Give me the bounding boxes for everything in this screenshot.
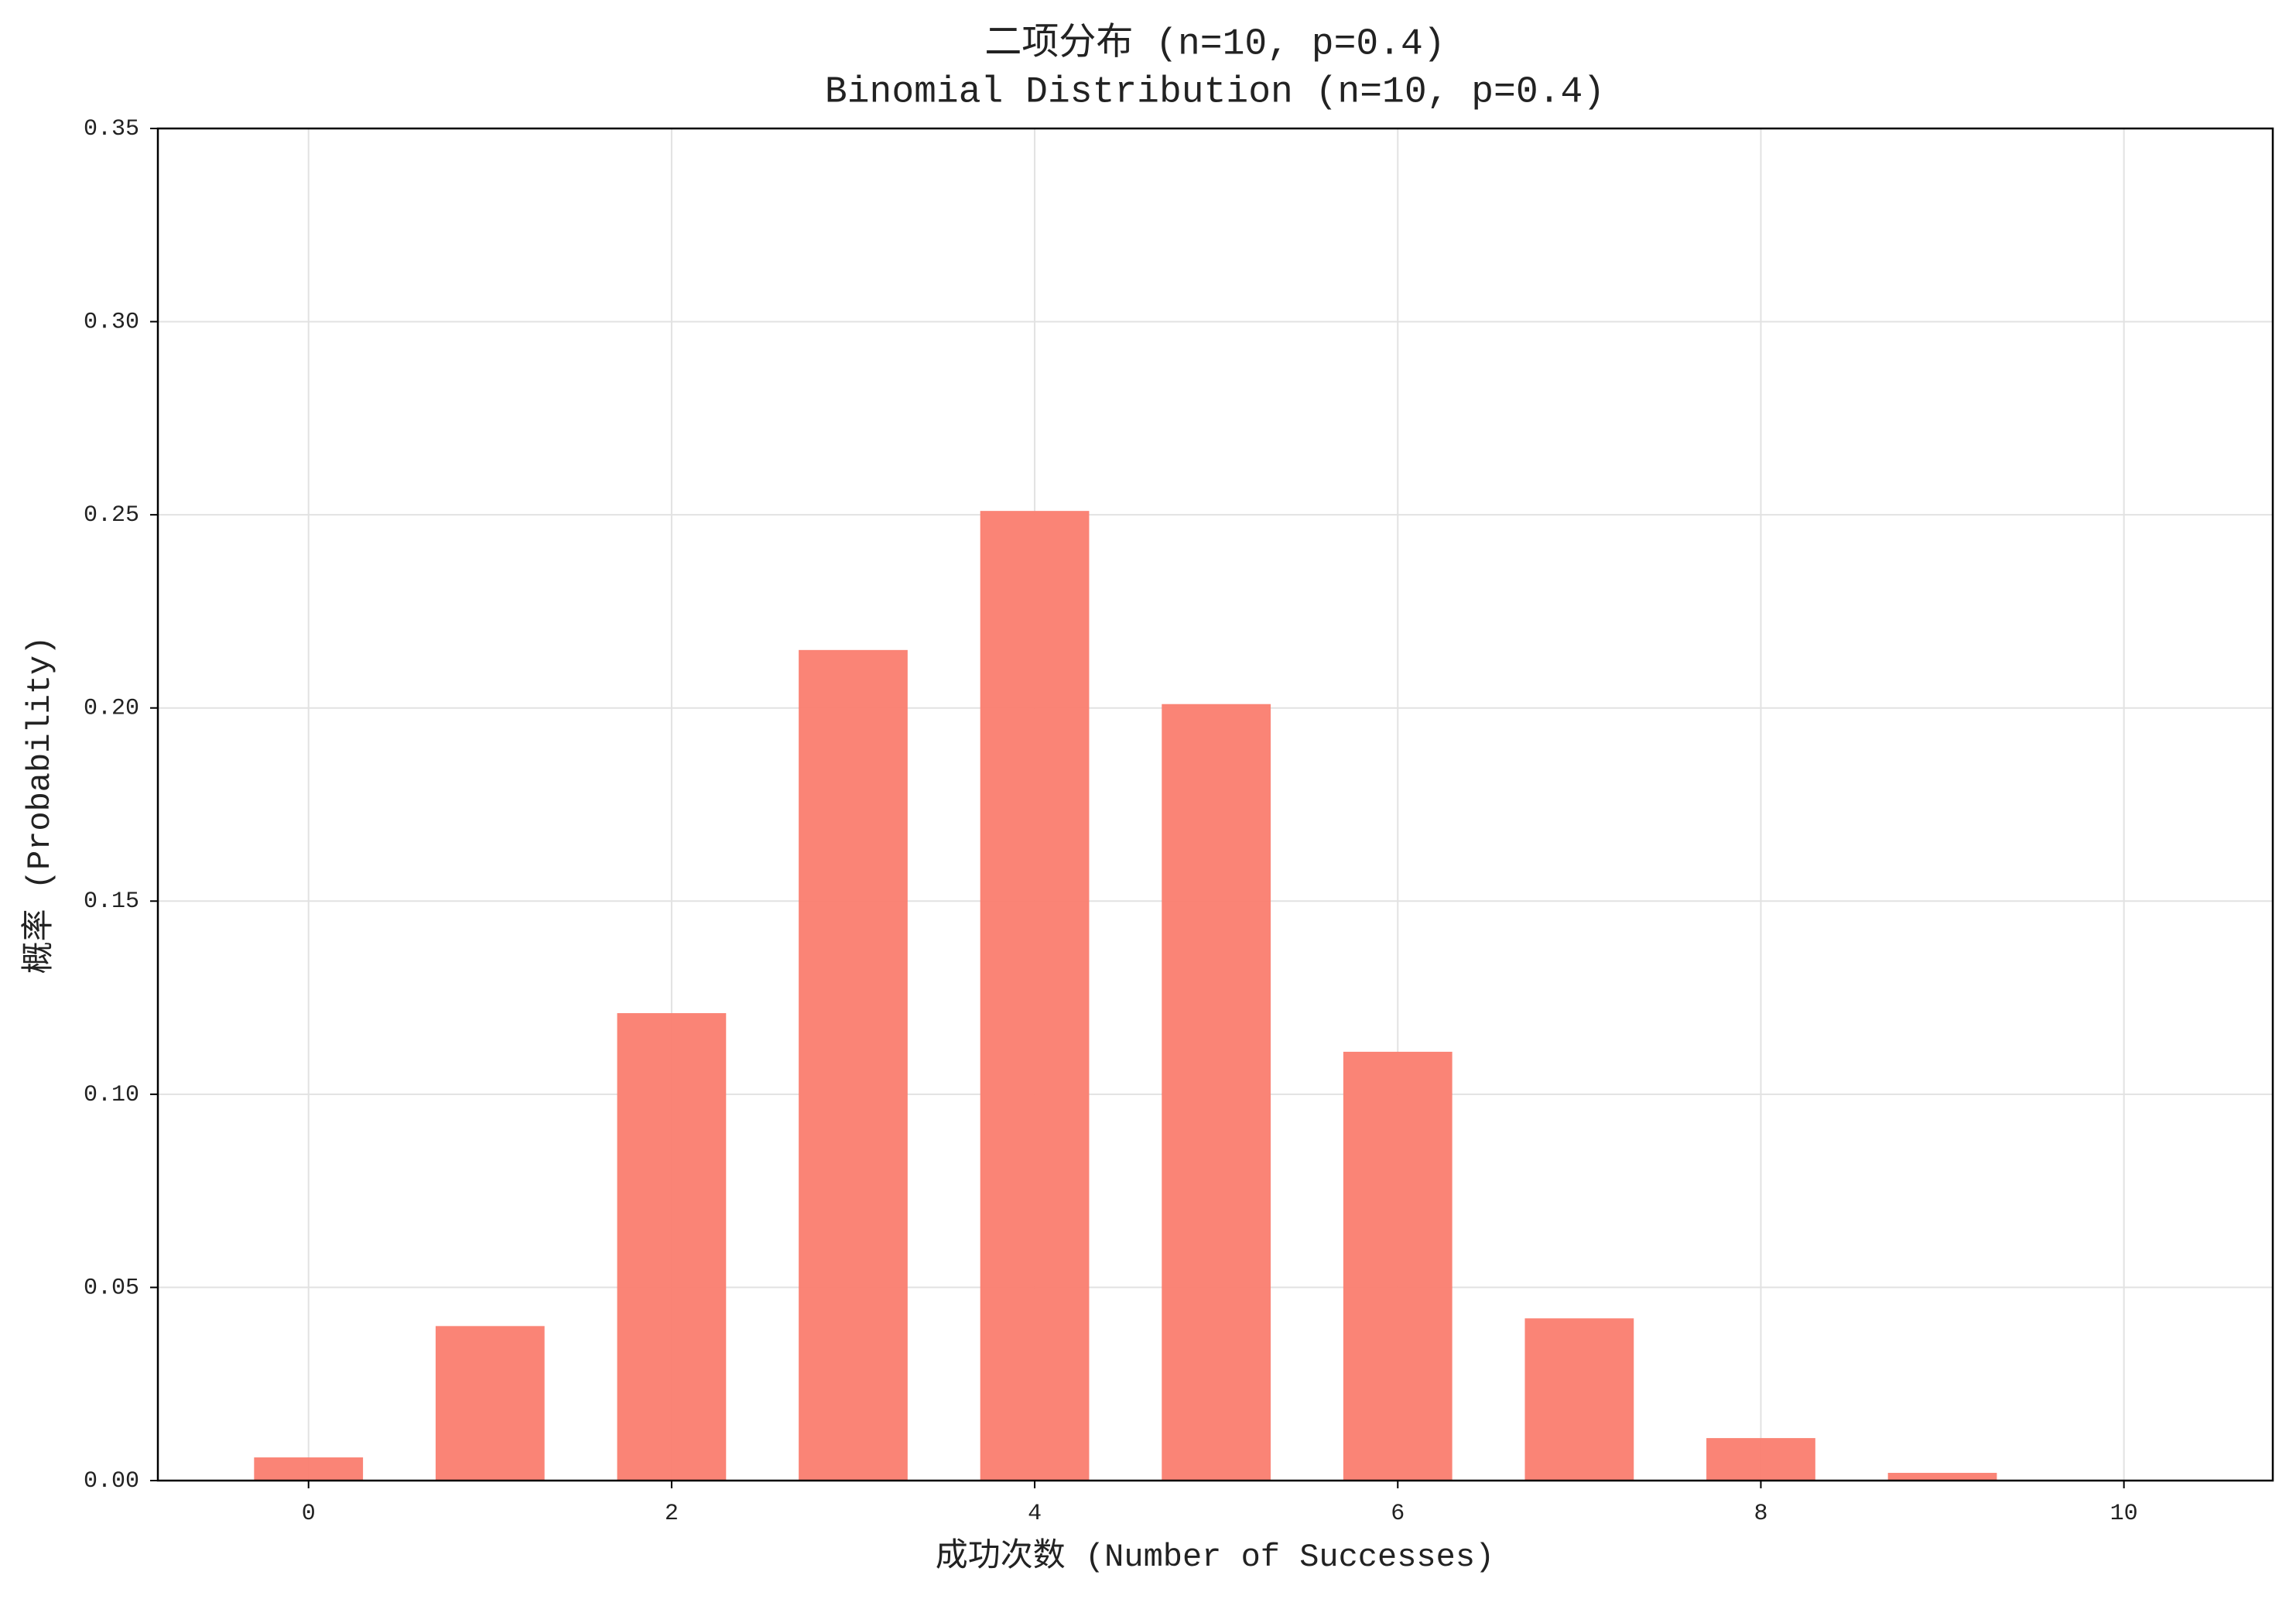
- chart-subtitle: Binomial Distribution (n=10, p=0.4): [825, 72, 1605, 114]
- bar: [1524, 1318, 1634, 1481]
- y-tick-label: 0.00: [84, 1468, 139, 1495]
- bar: [1343, 1051, 1453, 1481]
- y-tick-label: 0.30: [84, 309, 139, 335]
- bar: [617, 1013, 727, 1481]
- x-tick-label: 10: [2110, 1501, 2138, 1527]
- bar: [799, 649, 908, 1481]
- x-tick-label: 4: [1028, 1501, 1042, 1527]
- bar: [1706, 1438, 1815, 1481]
- y-tick-label: 0.35: [84, 116, 139, 142]
- y-tick-label: 0.20: [84, 696, 139, 722]
- x-tick-label: 6: [1391, 1501, 1405, 1527]
- bar: [980, 511, 1090, 1481]
- chart-title: 二项分布 (n=10, p=0.4): [984, 22, 1445, 66]
- bar: [435, 1326, 545, 1481]
- x-tick-label: 8: [1754, 1501, 1767, 1527]
- plot-frame: [156, 127, 2274, 1482]
- bar: [254, 1457, 364, 1481]
- y-tick-label: 0.15: [84, 889, 139, 915]
- y-tick-label: 0.05: [84, 1275, 139, 1301]
- y-tick-label: 0.25: [84, 502, 139, 529]
- x-tick-label: 0: [302, 1501, 316, 1527]
- y-axis-label: 概率 (Probability): [20, 636, 59, 974]
- bar: [1162, 704, 1271, 1481]
- bar: [1887, 1473, 1997, 1481]
- x-tick-label: 2: [665, 1501, 679, 1527]
- y-tick-label: 0.10: [84, 1082, 139, 1108]
- x-axis-label: 成功次数 (Number of Successes): [936, 1538, 1495, 1576]
